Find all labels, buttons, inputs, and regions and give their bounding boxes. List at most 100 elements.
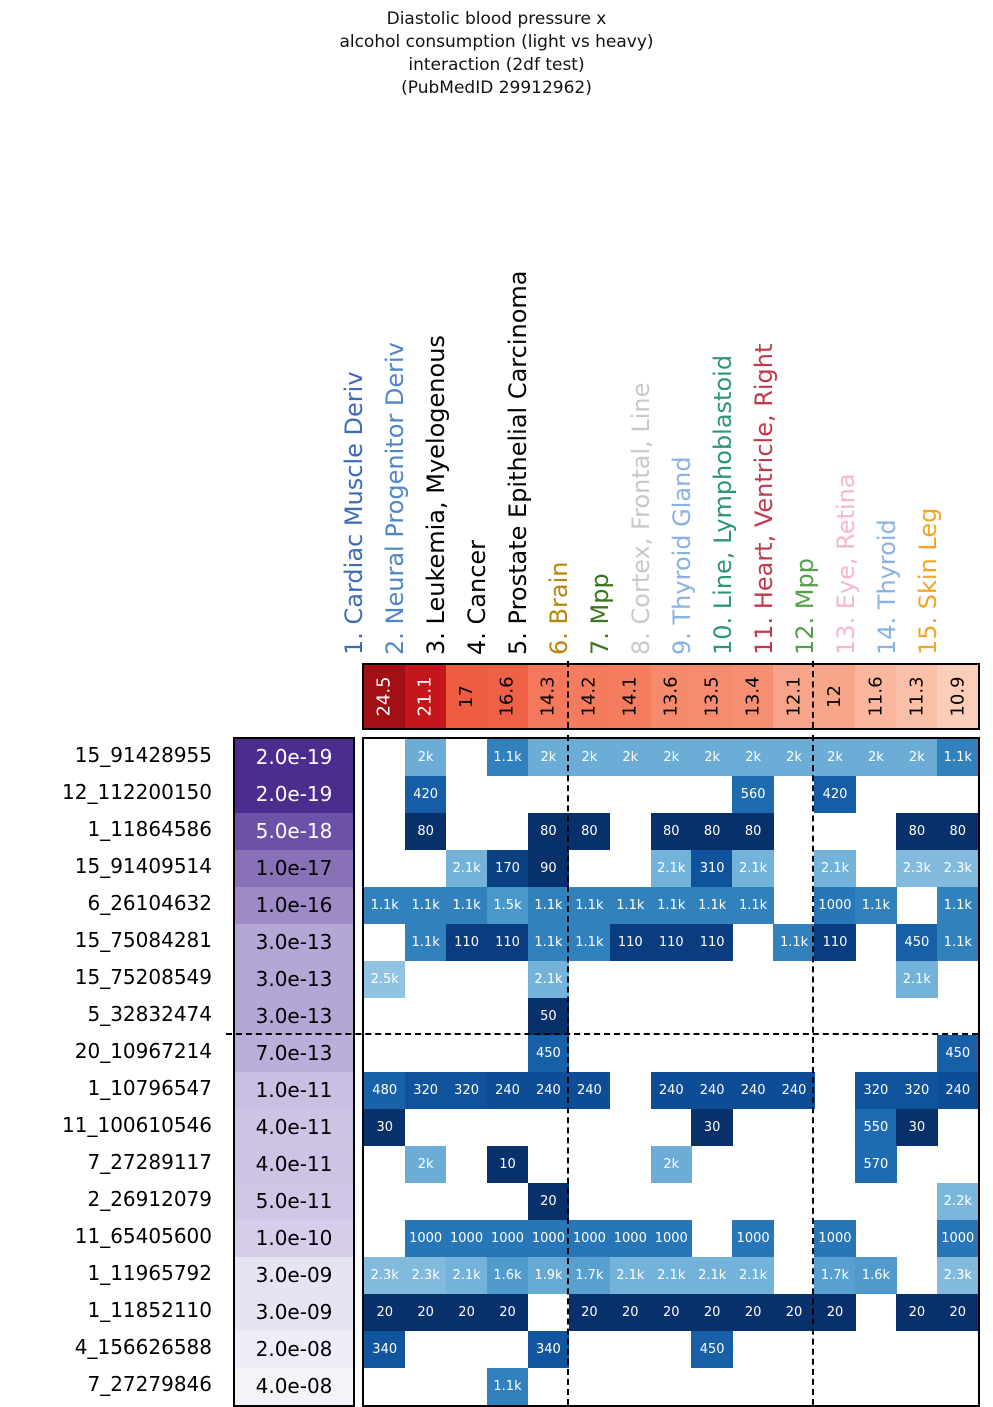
matrix-cell: 240 — [691, 1072, 733, 1109]
matrix-cell: 2.1k — [445, 1257, 488, 1294]
dashed-separator-vertical — [812, 661, 815, 728]
matrix-cell: 450 — [527, 1035, 570, 1072]
dashed-separator-horizontal — [226, 1033, 978, 1035]
matrix-cell: 30 — [691, 1109, 733, 1146]
score-value: 13.5 — [701, 676, 723, 717]
matrix-cell: 1.1k — [773, 924, 815, 961]
matrix-cell: 2.1k — [650, 850, 692, 887]
column-header-label: 12. Mpp — [790, 558, 819, 655]
row-label: 2_26912079 — [87, 1187, 212, 1211]
score-strip: 24.5 21.1 17 16.6 14.3 14.2 14.1 13.6 13.5 13.4 12… — [362, 663, 980, 730]
matrix-cell: 20 — [732, 1294, 774, 1331]
matrix-cell: 1000 — [650, 1220, 692, 1257]
score-value: 11.3 — [906, 676, 928, 717]
score-cell: 12.1 — [773, 665, 815, 728]
matrix-cell: 240 — [773, 1072, 815, 1109]
column-header-label: 7. Mpp — [586, 573, 615, 655]
title-line-1: Diastolic blood pressure x — [386, 9, 607, 29]
score-value: 13.4 — [742, 676, 764, 717]
matrix-cell: 30 — [364, 1109, 406, 1146]
pvalue-cell: 1.0e-17 — [235, 850, 353, 887]
matrix-cell: 2.1k — [445, 850, 488, 887]
matrix-cell: 1.5k — [486, 887, 529, 924]
matrix-cell: 2.1k — [609, 1257, 652, 1294]
matrix-cell: 110 — [691, 924, 733, 961]
row-label: 4_156626588 — [74, 1335, 212, 1359]
matrix-cell: 1000 — [609, 1220, 652, 1257]
column-header-label: 15. Skin Leg — [913, 507, 942, 655]
row-label: 11_65405600 — [74, 1224, 212, 1248]
matrix-cell: 110 — [609, 924, 652, 961]
row-label: 1_11852110 — [87, 1298, 212, 1322]
score-cell: 13.5 — [691, 665, 733, 728]
matrix-cell: 240 — [732, 1072, 774, 1109]
matrix-cell: 80 — [732, 813, 774, 850]
row-label: 7_27279846 — [87, 1372, 212, 1396]
matrix-cell: 2.1k — [814, 850, 856, 887]
matrix-cell: 30 — [896, 1109, 938, 1146]
matrix-cell: 2.2k — [937, 1183, 979, 1220]
matrix-cell: 450 — [691, 1331, 733, 1368]
pvalue-column: 2.0e-19 2.0e-19 5.0e-18 1.0e-17 1.0e-16 3.0e-… — [233, 737, 355, 1407]
matrix-cell: 20 — [691, 1294, 733, 1331]
matrix-cell: 320 — [404, 1072, 447, 1109]
score-value: 14.2 — [578, 676, 600, 717]
column-header-label: 5. Prostate Epithelial Carcinoma — [504, 270, 533, 655]
score-cell: 16.6 — [486, 665, 528, 728]
title-line-2: alcohol consumption (light vs heavy) — [339, 32, 654, 52]
score-value: 12 — [824, 685, 846, 708]
matrix-cell: 1.1k — [937, 739, 979, 776]
pvalue-cell: 3.0e-09 — [235, 1294, 353, 1331]
column-header-label: 13. Eye, Retina — [831, 473, 860, 655]
pvalue-cell: 4.0e-11 — [235, 1109, 353, 1146]
matrix-cell: 420 — [814, 776, 856, 813]
matrix-cell: 1.1k — [609, 887, 652, 924]
matrix-cell: 1000 — [404, 1220, 447, 1257]
pvalue-cell: 5.0e-11 — [235, 1183, 353, 1220]
matrix-cell: 1.6k — [855, 1257, 897, 1294]
score-value: 11.6 — [865, 676, 887, 717]
row-label: 6_26104632 — [87, 891, 212, 915]
row-label: 15_75084281 — [74, 928, 212, 952]
matrix-cell: 20 — [364, 1294, 406, 1331]
matrix-cell: 2k — [691, 739, 733, 776]
matrix-cell: 2.1k — [527, 961, 570, 998]
matrix-cell: 110 — [445, 924, 488, 961]
matrix-cell: 1.1k — [937, 887, 979, 924]
matrix-cell: 2.3k — [937, 1257, 979, 1294]
matrix-cell: 90 — [527, 850, 570, 887]
matrix-cell: 340 — [527, 1331, 570, 1368]
row-label: 11_100610546 — [62, 1113, 212, 1137]
matrix-cell: 2k — [404, 739, 447, 776]
matrix-cell: 20 — [609, 1294, 652, 1331]
matrix-cell: 1000 — [814, 887, 856, 924]
matrix-cell: 170 — [486, 850, 529, 887]
matrix-cell: 1000 — [568, 1220, 611, 1257]
column-header-label: 11. Heart, Ventricle, Right — [749, 343, 778, 655]
matrix-cell: 110 — [650, 924, 692, 961]
matrix-cell: 1.1k — [486, 739, 529, 776]
score-value: 13.6 — [660, 676, 682, 717]
matrix-cell: 560 — [732, 776, 774, 813]
matrix-cell: 2k — [527, 739, 570, 776]
pvalue-cell: 2.0e-08 — [235, 1331, 353, 1368]
score-cell: 10.9 — [937, 665, 979, 728]
score-cell: 12 — [814, 665, 856, 728]
pvalue-cell: 7.0e-13 — [235, 1035, 353, 1072]
matrix-cell: 1000 — [486, 1220, 529, 1257]
matrix-cell: 2.3k — [364, 1257, 406, 1294]
score-cell: 17 — [445, 665, 487, 728]
row-label: 15_91428955 — [74, 743, 212, 767]
matrix-cell: 80 — [568, 813, 611, 850]
row-label: 1_11965792 — [87, 1261, 212, 1285]
pvalue-cell: 5.0e-18 — [235, 813, 353, 850]
matrix-cell: 80 — [937, 813, 979, 850]
matrix-cell: 1.1k — [855, 887, 897, 924]
score-value: 16.6 — [496, 676, 518, 717]
matrix-cell: 1.1k — [568, 887, 611, 924]
matrix-cell: 2.3k — [404, 1257, 447, 1294]
matrix-cell: 2k — [568, 739, 611, 776]
matrix-cell: 20 — [568, 1294, 611, 1331]
column-header-label: 4. Cancer — [463, 539, 492, 655]
row-label: 7_27289117 — [87, 1150, 212, 1174]
